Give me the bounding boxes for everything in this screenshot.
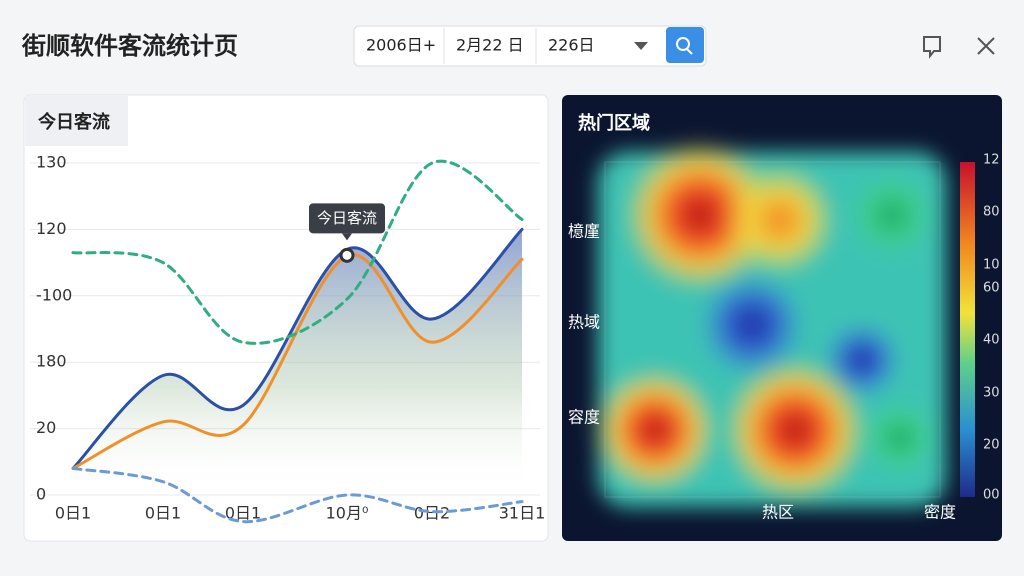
y-label: 容度 — [568, 408, 600, 427]
y-tick-label: 130 — [36, 153, 67, 172]
y-tick-label: 180 — [36, 352, 67, 371]
line — [71, 159, 524, 345]
x-label: 热区 — [762, 503, 794, 522]
panel-title: 热门区域 — [578, 112, 650, 134]
line — [71, 466, 524, 524]
x-tick-label: 0日1 — [55, 504, 91, 523]
hotspot — [847, 170, 937, 260]
filter-start[interactable]: 2006日+ — [366, 36, 436, 55]
colorbar-tick: 00 — [983, 488, 1000, 503]
colorbar-tick: 40 — [983, 333, 1000, 348]
x-tick-label: 31日1 — [499, 504, 546, 523]
hotspot — [595, 370, 715, 490]
tab-label: 今日客流 — [38, 111, 110, 133]
comment-button[interactable] — [923, 36, 941, 59]
colorbar-tick: 30 — [983, 386, 1000, 401]
search-icon — [676, 37, 690, 51]
left-panel: 今日客流 0 20 180 -100 120 130 0日1 0日1 0日1 10月⁰ 0日2 31日… — [23, 94, 549, 542]
x-tick-label: 0日1 — [145, 504, 181, 523]
filter-range[interactable]: 226日 — [548, 36, 595, 55]
heatmap — [595, 140, 946, 507]
close-button[interactable] — [977, 37, 995, 55]
x-tick-label: 10月⁰ — [326, 504, 369, 523]
line — [71, 253, 524, 470]
search-icon — [686, 48, 693, 55]
y-tick-label: 20 — [36, 418, 56, 437]
coldspot — [697, 270, 807, 380]
hotspot — [725, 165, 835, 275]
hover-marker — [339, 247, 355, 263]
y-tick-label: -100 — [36, 285, 72, 304]
filter-date[interactable]: 2月22 日 — [456, 36, 524, 55]
area — [73, 229, 522, 495]
tooltip-arrow — [342, 233, 352, 241]
colorbar-tick: 20 — [983, 438, 1000, 453]
y-label: 檍廑 — [568, 222, 600, 241]
colorbar-tick: 80 — [983, 205, 1000, 220]
search-button[interactable] — [666, 27, 704, 63]
colorbar-tick: 12 — [983, 153, 1000, 168]
y-tick-label: 120 — [36, 219, 67, 238]
tab[interactable] — [25, 96, 128, 146]
x-label: 密度 — [924, 503, 956, 522]
colorbar — [960, 162, 975, 497]
x-tick-label: 0日1 — [225, 504, 261, 523]
dropdown-arrow[interactable] — [634, 42, 648, 50]
tooltip-box — [309, 203, 385, 234]
y-tick-label: 0 — [36, 485, 46, 504]
heatmap-frame — [604, 161, 941, 498]
colorbar-tick: 60 — [983, 281, 1000, 296]
line — [71, 227, 524, 470]
page-title: 街顺软件客流统计页 — [21, 32, 238, 60]
hotspot — [860, 398, 940, 478]
x-tick-label: 0日2 — [414, 504, 450, 523]
y-label: 热域 — [568, 313, 600, 332]
hotspot — [725, 360, 865, 500]
tooltip-label: 今日客流 — [317, 209, 377, 227]
filter-bar — [353, 25, 707, 67]
colorbar-tick: 10 — [983, 258, 1000, 273]
